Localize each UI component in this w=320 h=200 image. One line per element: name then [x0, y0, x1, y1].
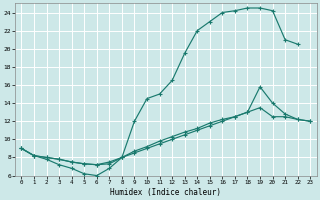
X-axis label: Humidex (Indice chaleur): Humidex (Indice chaleur): [110, 188, 221, 197]
